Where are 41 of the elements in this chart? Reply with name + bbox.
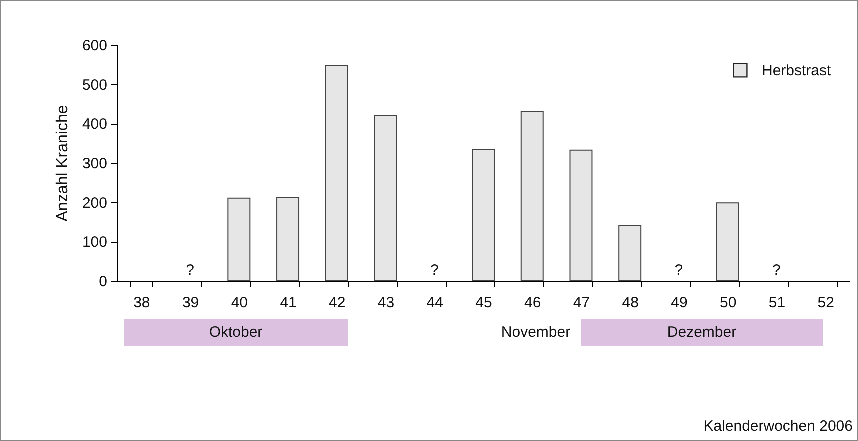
bar xyxy=(520,111,544,282)
x-tick-label: 44 xyxy=(426,294,444,312)
bar xyxy=(570,150,593,282)
y-tick-label: 500 xyxy=(82,76,108,94)
x-tick-label: 43 xyxy=(378,294,395,312)
y-tick-label: 400 xyxy=(82,116,108,134)
annotation: ? xyxy=(185,261,196,281)
text: Kalenderwochen 2006 xyxy=(702,417,853,437)
annotation: ? xyxy=(772,261,782,281)
bar xyxy=(374,115,398,282)
bar xyxy=(276,197,300,282)
x-tick-label: 49 xyxy=(671,294,688,312)
annotation: ? xyxy=(674,261,684,281)
y-tick-label: 100 xyxy=(82,234,108,252)
bar xyxy=(472,150,495,282)
bar xyxy=(325,64,348,282)
y-axis-title: Anzahl Kraniche xyxy=(54,105,72,222)
legend-label: Herbstrast xyxy=(762,62,832,80)
x-tick-label: 47 xyxy=(573,294,590,312)
x-tick-label: 52 xyxy=(818,294,834,312)
y-tick-label: 0 xyxy=(99,274,108,290)
annotation: ? xyxy=(429,261,440,281)
shaded-box: Oktober xyxy=(124,319,348,346)
x-tick-label: 38 xyxy=(134,294,150,312)
x-tick-label: 40 xyxy=(231,294,248,312)
y-tick-label: 600 xyxy=(82,38,108,54)
shaded-box: Dezember xyxy=(581,319,823,346)
x-tick-label: 42 xyxy=(329,294,346,312)
x-tick-label: 39 xyxy=(182,294,200,312)
y-tick-label: 300 xyxy=(82,156,108,172)
bar xyxy=(716,202,740,282)
x-tick-label: 48 xyxy=(622,294,639,312)
bar xyxy=(228,198,251,282)
x-tick-label: 46 xyxy=(524,294,542,312)
y-tick-label: 200 xyxy=(82,194,108,212)
x-tick-label: 45 xyxy=(476,294,492,312)
text: November xyxy=(500,323,572,343)
x-tick-label: 41 xyxy=(280,294,297,312)
x-tick-label: 51 xyxy=(768,294,786,312)
x-tick-label: 50 xyxy=(720,294,737,312)
bar xyxy=(618,225,642,282)
